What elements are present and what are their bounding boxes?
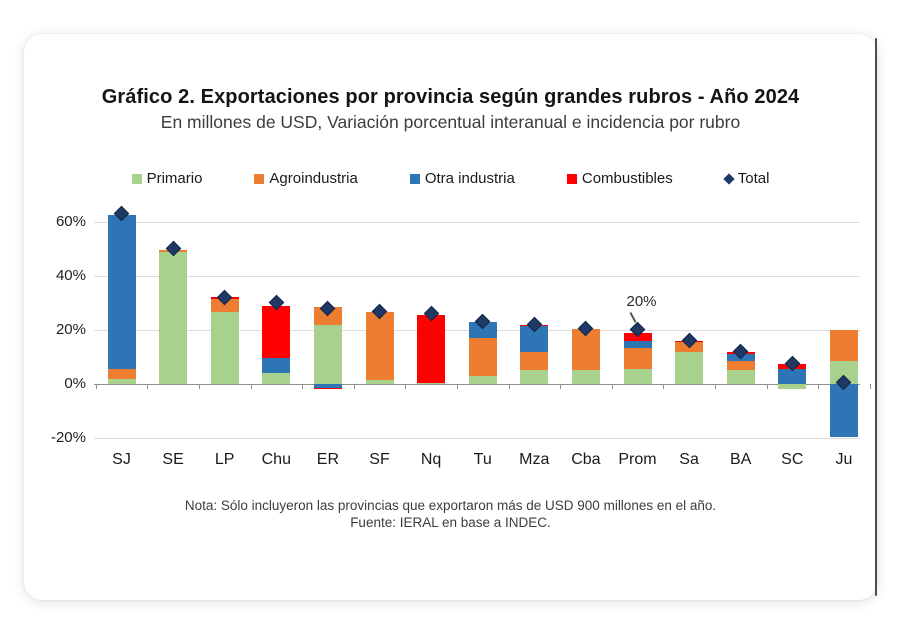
bar-segment-agroindustria bbox=[623, 347, 652, 370]
axis-tick bbox=[611, 383, 613, 389]
x-axis-category-label: ER bbox=[316, 451, 339, 468]
bar-segment-otra-industria bbox=[313, 383, 342, 388]
legend-diamond-icon bbox=[723, 172, 735, 185]
chart-legend: Primario Agroindustria Otra industria Combu… bbox=[24, 170, 877, 187]
legend-label: Primario bbox=[146, 170, 203, 187]
x-axis-category-label: BA bbox=[730, 451, 752, 468]
bar-segment-otra-industria bbox=[262, 358, 291, 374]
bar-segment-primario bbox=[107, 378, 136, 384]
bar-segment-agroindustria bbox=[210, 298, 239, 313]
x-axis-category-label: Sa bbox=[679, 451, 699, 468]
legend-label: Total bbox=[737, 170, 770, 187]
axis-tick bbox=[147, 383, 149, 389]
legend-item-total: Total bbox=[723, 170, 770, 187]
x-axis-category-label: LP bbox=[214, 451, 235, 468]
bar-segment-otra-industria bbox=[468, 321, 497, 339]
card-right-edge-rule bbox=[875, 38, 877, 596]
bar-segment-agroindustria bbox=[365, 312, 394, 380]
legend-item-combustibles: Combustibles bbox=[566, 170, 673, 187]
x-axis-category-label: Prom bbox=[618, 451, 657, 468]
axis-tick bbox=[302, 383, 304, 389]
x-axis-category-label: Ju bbox=[835, 451, 853, 468]
bar-segment-otra-industria bbox=[829, 383, 858, 437]
y-axis-tick-label: -20% bbox=[50, 428, 86, 446]
bar-segment-primario bbox=[675, 351, 704, 384]
axis-tick bbox=[869, 383, 871, 389]
chart-subtitle: En millones de USD, Variación porcentual… bbox=[160, 112, 741, 132]
bar-segment-primario bbox=[159, 251, 188, 384]
bar-segment-primario bbox=[520, 370, 549, 384]
axis-tick bbox=[198, 383, 200, 389]
bar-segment-combustibles bbox=[313, 388, 342, 390]
bar-segment-primario bbox=[571, 370, 600, 384]
bar-segment-combustibles bbox=[417, 315, 446, 383]
bar-segment-primario bbox=[417, 382, 446, 384]
y-axis-tick-label: 40% bbox=[55, 266, 86, 284]
chart-title: Gráfico 2. Exportaciones por provincia s… bbox=[101, 86, 800, 108]
y-axis-tick-label: 0% bbox=[64, 374, 86, 392]
legend-label: Otra industria bbox=[424, 170, 515, 187]
axis-tick bbox=[766, 383, 768, 389]
annotation-leader-line bbox=[629, 312, 636, 323]
legend-label: Agroindustria bbox=[269, 170, 358, 187]
legend-item-agroindustria: Agroindustria bbox=[254, 170, 358, 187]
x-axis-line bbox=[94, 383, 860, 385]
bar-segment-agroindustria bbox=[829, 329, 858, 361]
bar-segment-otra-industria bbox=[107, 215, 136, 370]
bar-segment-primario bbox=[313, 324, 342, 384]
bar-segment-agroindustria bbox=[726, 361, 755, 371]
x-axis-category-label: Mza bbox=[519, 451, 550, 468]
plot-area: 60% 40% 20% 0% -20% SJ SE LP Chu ER SF Nq Tu Mza Cba Pr… bbox=[51, 199, 871, 468]
legend-item-otra-industria: Otra industria bbox=[409, 170, 515, 187]
bar-segment-agroindustria bbox=[107, 369, 136, 379]
legend-square-icon bbox=[131, 173, 142, 184]
gridline bbox=[94, 437, 860, 439]
bar-segment-primario bbox=[829, 361, 858, 384]
axis-tick bbox=[456, 383, 458, 389]
legend-square-icon bbox=[254, 173, 265, 184]
axis-tick bbox=[508, 383, 510, 389]
bar-segment-agroindustria bbox=[520, 351, 549, 371]
axis-tick bbox=[95, 383, 97, 389]
chart-notes: Nota: Sólo incluyeron las provincias que… bbox=[24, 498, 877, 532]
bar-segment-primario bbox=[623, 369, 652, 384]
bar-segment-primario bbox=[210, 312, 239, 384]
legend-square-icon bbox=[566, 173, 577, 184]
x-axis-category-label: Tu bbox=[473, 451, 492, 468]
bar-segment-primario bbox=[262, 373, 291, 384]
axis-tick bbox=[405, 383, 407, 389]
note-line: Nota: Sólo incluyeron las provincias que… bbox=[184, 498, 717, 513]
axis-tick bbox=[714, 383, 716, 389]
x-axis-category-label: SJ bbox=[112, 451, 131, 468]
bar-segment-primario bbox=[365, 379, 394, 384]
axis-tick bbox=[560, 383, 562, 389]
bar-segment-otra-industria bbox=[778, 369, 807, 384]
axis-tick bbox=[353, 383, 355, 389]
gridline bbox=[94, 221, 860, 223]
x-axis-category-label: SF bbox=[369, 451, 390, 468]
x-axis-category-label: Chu bbox=[261, 451, 291, 468]
bar-segment-combustibles bbox=[262, 305, 291, 359]
x-axis-category-label: Nq bbox=[420, 451, 442, 468]
bar-segment-primario bbox=[778, 383, 807, 390]
data-label-annotation: 20% bbox=[626, 292, 657, 310]
bar-segment-primario bbox=[726, 370, 755, 384]
x-axis-category-label: Cba bbox=[571, 451, 601, 468]
y-axis-tick-label: 60% bbox=[55, 212, 86, 230]
gridline bbox=[94, 275, 860, 277]
x-axis-category-label: SE bbox=[162, 451, 184, 468]
bar-segment-otra-industria bbox=[623, 340, 652, 348]
axis-tick bbox=[663, 383, 665, 389]
legend-label: Combustibles bbox=[581, 170, 673, 187]
axis-tick bbox=[250, 383, 252, 389]
source-line: Fuente: IERAL en base a INDEC. bbox=[350, 514, 551, 530]
axis-tick bbox=[818, 383, 820, 389]
legend-item-primario: Primario bbox=[131, 170, 203, 187]
y-axis-tick-label: 20% bbox=[55, 320, 86, 338]
chart-card: Gráfico 2. Exportaciones por provincia s… bbox=[24, 34, 877, 600]
x-axis-category-label: SC bbox=[781, 451, 804, 468]
bar-segment-primario bbox=[468, 375, 497, 384]
bar-segment-agroindustria bbox=[468, 338, 497, 376]
legend-square-icon bbox=[409, 173, 420, 184]
